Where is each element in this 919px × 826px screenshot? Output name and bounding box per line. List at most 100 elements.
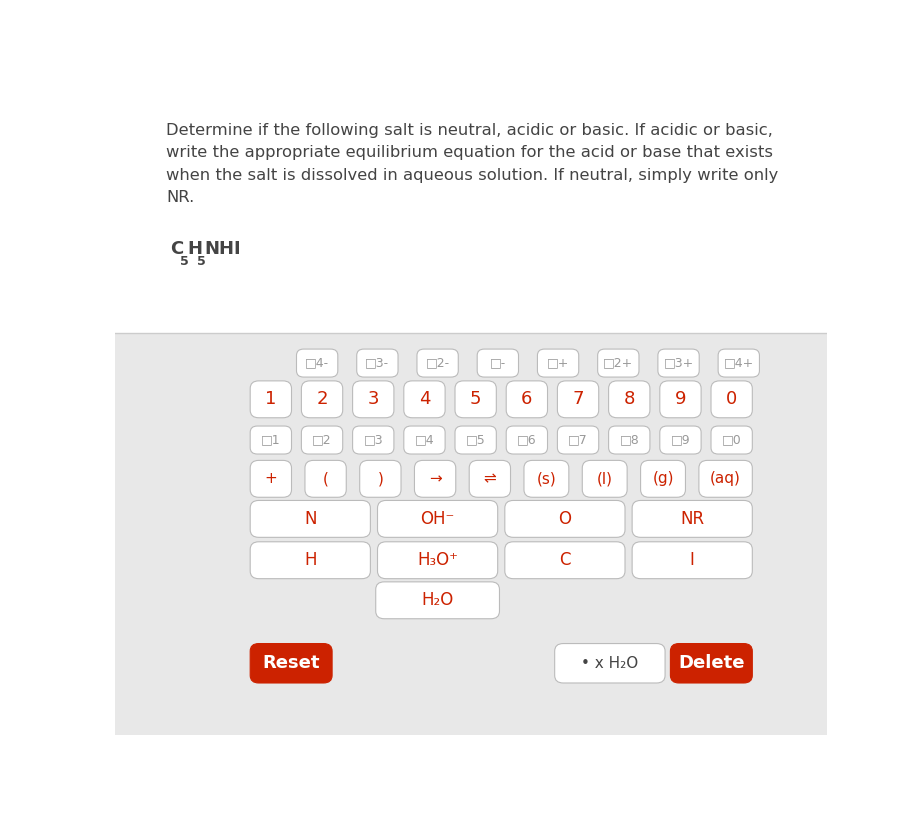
Text: H: H — [187, 240, 202, 258]
Text: 7: 7 — [573, 391, 584, 408]
FancyBboxPatch shape — [597, 349, 639, 377]
Text: □-: □- — [490, 357, 506, 369]
FancyBboxPatch shape — [359, 460, 401, 497]
FancyBboxPatch shape — [477, 349, 518, 377]
FancyBboxPatch shape — [455, 426, 496, 454]
FancyBboxPatch shape — [250, 381, 291, 418]
Text: (: ( — [323, 472, 328, 487]
Text: Reset: Reset — [263, 654, 320, 672]
Text: N: N — [304, 510, 316, 528]
FancyBboxPatch shape — [506, 381, 548, 418]
FancyBboxPatch shape — [658, 349, 699, 377]
FancyBboxPatch shape — [608, 381, 650, 418]
Text: (aq): (aq) — [710, 472, 741, 487]
FancyBboxPatch shape — [301, 381, 343, 418]
FancyBboxPatch shape — [297, 349, 338, 377]
Text: 8: 8 — [624, 391, 635, 408]
FancyBboxPatch shape — [250, 426, 291, 454]
Text: O: O — [559, 510, 572, 528]
Text: 6: 6 — [521, 391, 532, 408]
Text: (g): (g) — [652, 472, 674, 487]
FancyBboxPatch shape — [555, 643, 665, 683]
Text: 3: 3 — [368, 391, 379, 408]
Text: I: I — [690, 551, 695, 569]
FancyBboxPatch shape — [718, 349, 759, 377]
FancyBboxPatch shape — [353, 381, 394, 418]
Text: 5: 5 — [180, 254, 188, 268]
Text: 4: 4 — [419, 391, 430, 408]
FancyBboxPatch shape — [506, 426, 548, 454]
Text: OH⁻: OH⁻ — [421, 510, 455, 528]
Text: 5: 5 — [197, 254, 206, 268]
Text: H: H — [304, 551, 316, 569]
FancyBboxPatch shape — [455, 381, 496, 418]
FancyBboxPatch shape — [417, 349, 459, 377]
Text: ⇌: ⇌ — [483, 472, 496, 487]
Text: NR: NR — [680, 510, 704, 528]
FancyBboxPatch shape — [671, 643, 753, 683]
FancyBboxPatch shape — [353, 426, 394, 454]
FancyBboxPatch shape — [660, 426, 701, 454]
FancyBboxPatch shape — [632, 542, 753, 579]
Text: 5: 5 — [470, 391, 482, 408]
FancyBboxPatch shape — [378, 501, 498, 538]
Text: □3: □3 — [363, 434, 383, 447]
FancyBboxPatch shape — [403, 426, 445, 454]
FancyBboxPatch shape — [711, 426, 753, 454]
Text: □2-: □2- — [425, 357, 449, 369]
FancyBboxPatch shape — [305, 460, 346, 497]
Text: • x H₂O: • x H₂O — [581, 656, 639, 671]
Text: □9: □9 — [671, 434, 690, 447]
FancyBboxPatch shape — [414, 460, 456, 497]
FancyBboxPatch shape — [378, 542, 498, 579]
FancyBboxPatch shape — [538, 349, 579, 377]
FancyBboxPatch shape — [505, 501, 625, 538]
Text: □3+: □3+ — [664, 357, 694, 369]
Text: □4-: □4- — [305, 357, 329, 369]
Text: □7: □7 — [568, 434, 588, 447]
FancyBboxPatch shape — [524, 460, 569, 497]
FancyBboxPatch shape — [250, 643, 332, 683]
FancyBboxPatch shape — [250, 501, 370, 538]
Text: (s): (s) — [537, 472, 556, 487]
Text: □0: □0 — [721, 434, 742, 447]
Text: NHI: NHI — [205, 240, 242, 258]
Text: H₃O⁺: H₃O⁺ — [417, 551, 458, 569]
Text: □6: □6 — [517, 434, 537, 447]
FancyBboxPatch shape — [115, 99, 827, 333]
FancyBboxPatch shape — [505, 542, 625, 579]
FancyBboxPatch shape — [558, 381, 598, 418]
Text: □3-: □3- — [366, 357, 390, 369]
FancyBboxPatch shape — [699, 460, 753, 497]
Text: □2+: □2+ — [603, 357, 633, 369]
FancyBboxPatch shape — [250, 460, 291, 497]
FancyBboxPatch shape — [357, 349, 398, 377]
FancyBboxPatch shape — [250, 542, 370, 579]
FancyBboxPatch shape — [632, 501, 753, 538]
FancyBboxPatch shape — [583, 460, 627, 497]
FancyBboxPatch shape — [641, 460, 686, 497]
Text: 9: 9 — [675, 391, 686, 408]
FancyBboxPatch shape — [115, 333, 827, 735]
FancyBboxPatch shape — [376, 582, 500, 619]
FancyBboxPatch shape — [470, 460, 511, 497]
Text: □4+: □4+ — [723, 357, 754, 369]
FancyBboxPatch shape — [608, 426, 650, 454]
Text: ): ) — [378, 472, 383, 487]
Text: □1: □1 — [261, 434, 280, 447]
Text: □2: □2 — [312, 434, 332, 447]
Text: □8: □8 — [619, 434, 639, 447]
Text: 2: 2 — [316, 391, 328, 408]
FancyBboxPatch shape — [558, 426, 598, 454]
Text: □+: □+ — [547, 357, 569, 369]
Text: □5: □5 — [466, 434, 485, 447]
Text: →: → — [429, 472, 441, 487]
FancyBboxPatch shape — [660, 381, 701, 418]
FancyBboxPatch shape — [301, 426, 343, 454]
Text: (l): (l) — [596, 472, 613, 487]
Text: C: C — [170, 240, 184, 258]
Text: □4: □4 — [414, 434, 435, 447]
Text: 0: 0 — [726, 391, 737, 408]
FancyBboxPatch shape — [711, 381, 753, 418]
Text: Delete: Delete — [678, 654, 744, 672]
